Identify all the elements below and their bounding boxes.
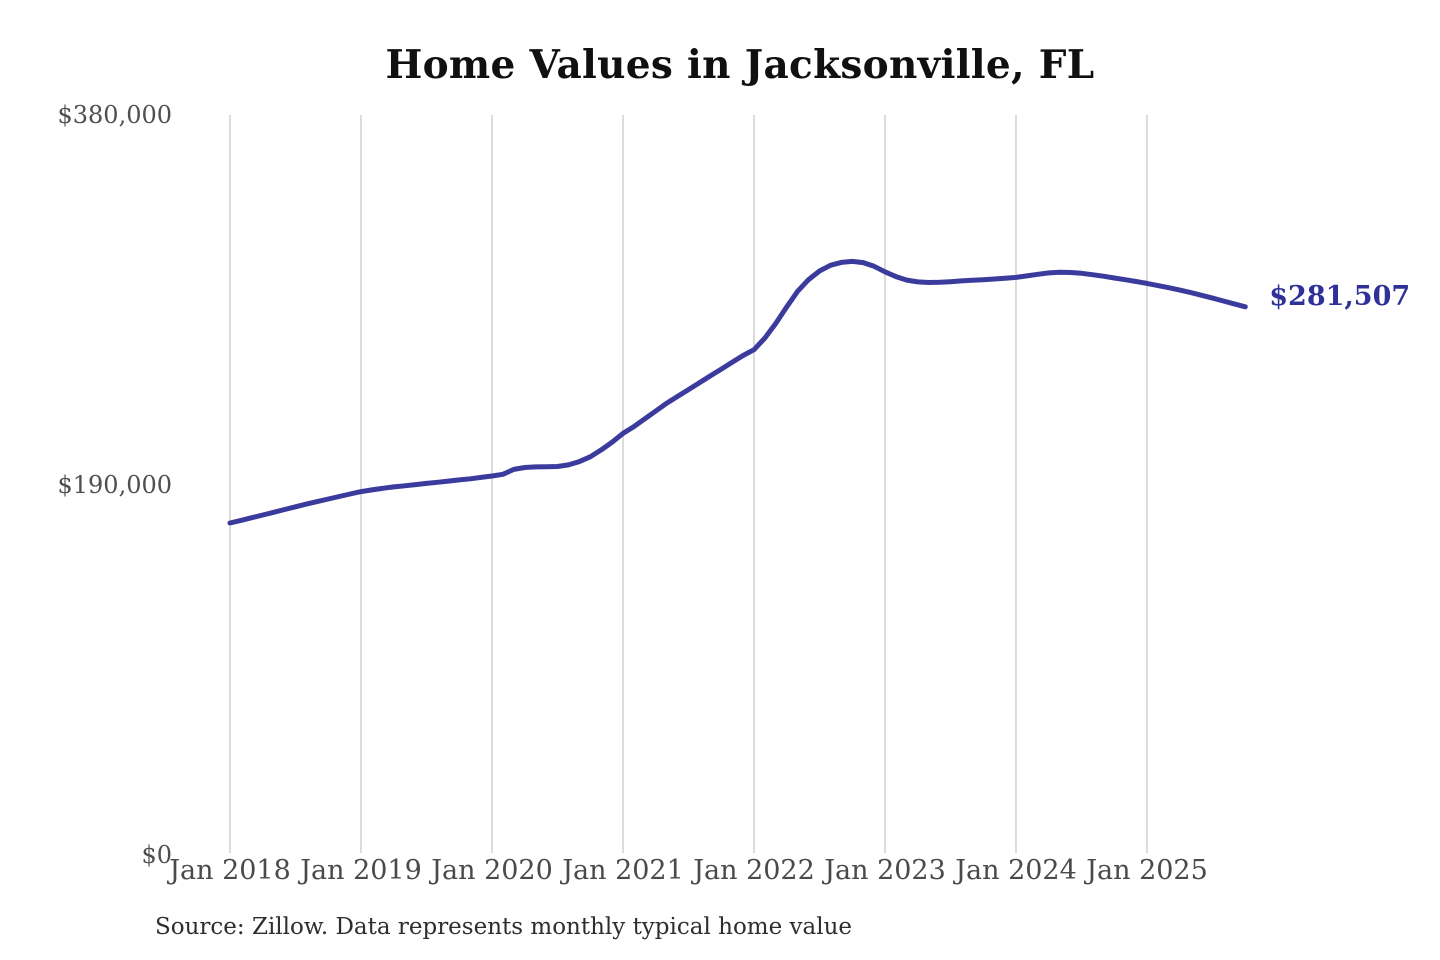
y-tick-label: $190,000 — [57, 471, 172, 499]
x-tick-label: Jan 2022 — [693, 855, 815, 886]
x-tick-label: Jan 2025 — [1086, 855, 1208, 886]
final-value-label: $281,507 — [1269, 280, 1411, 312]
x-tick-label: Jan 2024 — [955, 855, 1077, 886]
y-tick-label: $0 — [141, 841, 172, 869]
y-tick-label: $380,000 — [57, 101, 172, 129]
x-tick-label: Jan 2023 — [824, 855, 946, 886]
x-tick-label: Jan 2021 — [562, 855, 684, 886]
x-tick-label: Jan 2019 — [300, 855, 422, 886]
chart-title: Home Values in Jacksonville, FL — [385, 42, 1095, 88]
x-tick-label: Jan 2018 — [169, 855, 291, 886]
source-note: Source: Zillow. Data represents monthly … — [155, 914, 853, 940]
x-tick-label: Jan 2020 — [431, 855, 553, 886]
home-value-line — [227, 258, 1248, 526]
